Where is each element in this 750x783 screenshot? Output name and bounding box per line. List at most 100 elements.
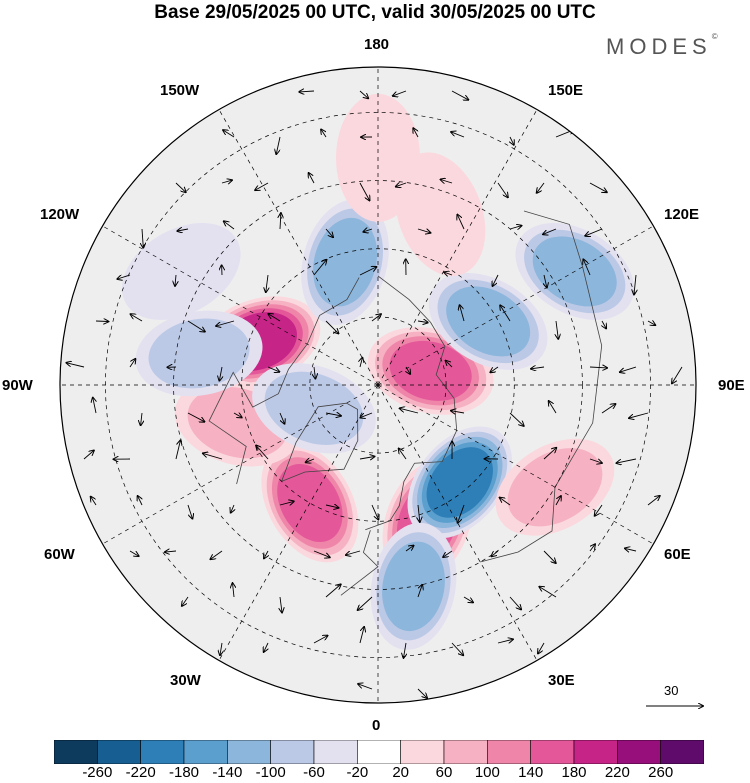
anomaly-center <box>407 426 512 539</box>
wind-arrow <box>267 366 279 372</box>
wind-arrow <box>325 228 333 237</box>
lon-label-90e: 90E <box>718 377 745 394</box>
wind-arrow <box>216 320 235 326</box>
wind-arrow <box>83 451 94 460</box>
wind-arrow <box>141 412 142 425</box>
wind-arrow <box>601 404 615 414</box>
wind-arrow <box>595 504 603 516</box>
colorbar-label: 220 <box>604 764 630 781</box>
wind-arrow <box>93 398 96 414</box>
wind-arrow <box>313 550 330 557</box>
lon-label-60e: 60E <box>664 546 691 563</box>
anomaly-center <box>428 272 548 370</box>
wind-arrow <box>497 639 513 644</box>
wind-arrow <box>451 642 463 655</box>
wind-arrow <box>233 583 235 598</box>
wind-arrow <box>313 260 326 276</box>
wind-arrow <box>233 413 242 417</box>
wind-arrow <box>221 180 232 183</box>
wind-arrow <box>117 274 131 279</box>
wind-arrow <box>417 585 422 598</box>
lon-label-0: 0 <box>372 717 381 734</box>
wind-arrow <box>359 457 374 460</box>
wind-arrow <box>405 546 414 552</box>
copyright-mark: © <box>711 32 718 41</box>
wind-arrow <box>224 221 235 230</box>
wind-arrow <box>359 182 370 200</box>
wind-arrow <box>510 136 514 145</box>
wind-arrow <box>142 228 143 248</box>
wind-arrow <box>138 496 142 506</box>
wind-arrow <box>67 363 85 368</box>
coastline <box>340 530 379 596</box>
wind-arrow <box>175 182 186 192</box>
meridian <box>102 384 379 545</box>
wind-arrow <box>647 321 655 325</box>
reference-vector-value: 30 <box>664 683 679 698</box>
colorbar-swatch <box>487 740 531 764</box>
wind-arrow <box>220 642 222 655</box>
wind-arrow <box>617 458 637 463</box>
wind-arrow <box>417 688 427 698</box>
wind-arrow <box>497 182 508 197</box>
wind-arrow <box>500 498 511 506</box>
wind-arrow <box>625 548 637 551</box>
colorbar-label: -60 <box>303 764 325 781</box>
wind-arrow <box>460 305 465 322</box>
wind-arrow <box>266 274 268 292</box>
wind-arrow <box>543 448 556 460</box>
wind-arrow <box>255 182 269 190</box>
colorbar <box>54 740 704 764</box>
wind-arrow <box>458 504 465 523</box>
wind-arrow <box>299 91 315 92</box>
meridian <box>377 109 538 386</box>
wind-arrow <box>602 320 606 328</box>
wind-arrow <box>203 453 223 460</box>
wind-arrow <box>325 320 338 333</box>
wind-arrow <box>219 366 222 381</box>
wind-arrow <box>492 550 499 556</box>
wind-arrow <box>211 550 223 559</box>
colorbar-label: -20 <box>346 764 369 781</box>
wind-arrow <box>451 132 465 138</box>
wind-arrow <box>451 90 468 100</box>
map-title: Base 29/05/2025 00 UTC, valid 30/05/2025… <box>154 2 596 23</box>
wind-arrow <box>500 305 511 322</box>
colorbar-swatch <box>270 740 315 764</box>
wind-arrow <box>306 459 315 462</box>
wind-arrow <box>360 412 373 418</box>
colorbar-swatch <box>617 740 661 764</box>
wind-arrow <box>358 596 373 610</box>
colorbar-swatch <box>573 740 618 764</box>
wind-arrow <box>264 550 268 558</box>
coastline <box>281 402 359 482</box>
wind-arrow <box>413 128 419 138</box>
meridian <box>377 384 538 661</box>
wind-arrow <box>556 320 558 339</box>
wind-arrow <box>451 411 465 413</box>
wind-arrow <box>321 130 327 138</box>
wind-arrow <box>620 366 637 372</box>
colorbar-label: 140 <box>518 764 544 781</box>
wind-arrow <box>543 550 556 563</box>
meridian <box>377 384 654 545</box>
lon-label-120w: 120W <box>40 206 80 223</box>
wind-arrow <box>404 642 407 658</box>
wind-arrow <box>444 272 453 275</box>
wind-arrow <box>629 412 649 418</box>
wind-arrow <box>91 497 97 506</box>
wind-arrow <box>279 412 285 424</box>
wind-arrow <box>509 226 521 229</box>
wind-arrow <box>280 213 281 230</box>
wind-arrow <box>359 267 376 276</box>
wind-arrow <box>95 321 108 322</box>
wind-arrow <box>406 366 410 374</box>
anomaly-center <box>370 522 457 650</box>
lon-label-90w: 90W <box>2 377 33 394</box>
modes-logo: MODES© <box>606 32 718 60</box>
wind-arrow <box>358 684 373 690</box>
height-anomaly-layer <box>122 93 634 650</box>
wind-arrow <box>672 366 683 383</box>
wind-arrow <box>165 551 177 552</box>
wind-arrow <box>177 229 189 231</box>
